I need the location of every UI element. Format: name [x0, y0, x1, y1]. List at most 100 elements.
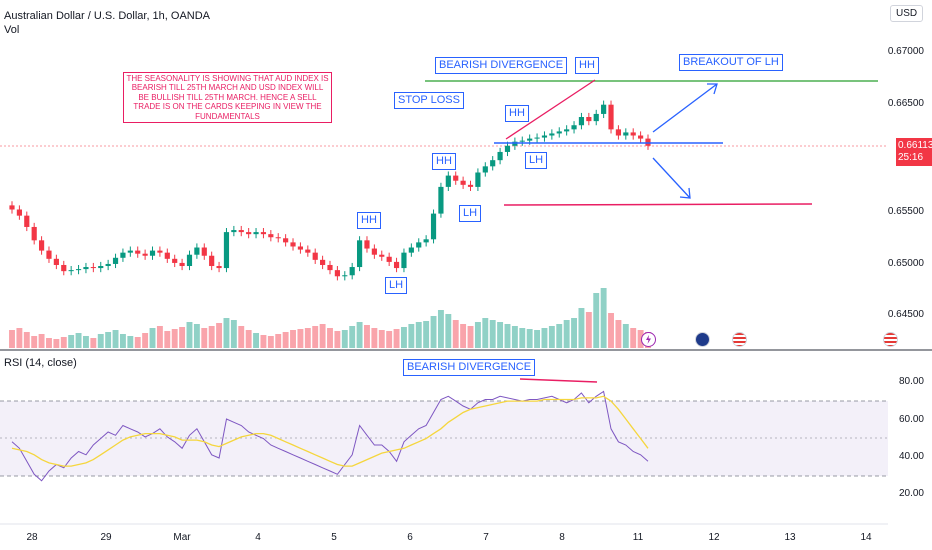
currency-button[interactable]: USD	[890, 5, 924, 22]
candle-body	[305, 249, 311, 253]
candle-body	[334, 270, 340, 277]
annotation-breakout[interactable]: BREAKOUT OF LH	[679, 54, 783, 71]
annotation-bearish-divergence[interactable]: BEARISH DIVERGENCE	[435, 57, 568, 74]
symbol-title[interactable]: Australian Dollar / U.S. Dollar, 1h, OAN…	[4, 10, 211, 22]
rsi-band	[0, 401, 888, 476]
volume-bar	[511, 326, 518, 348]
annotation-hh[interactable]: HH	[357, 212, 381, 229]
annotation-stop-loss[interactable]: STOP LOSS	[394, 92, 464, 109]
down-arrow-head	[679, 187, 691, 199]
up-arrow	[652, 83, 718, 133]
volume-bar	[142, 333, 149, 348]
lightning-event-icon[interactable]	[641, 332, 656, 347]
volume-bar	[9, 330, 15, 348]
us-flag-icon[interactable]	[732, 332, 747, 347]
australia-flag-icon[interactable]	[695, 332, 710, 347]
candle-body	[386, 256, 392, 262]
annotation-hh[interactable]: HH	[505, 105, 529, 122]
candle-body	[541, 135, 548, 138]
candle-body	[135, 250, 141, 254]
candle-body	[297, 246, 304, 250]
candle-body	[571, 125, 577, 130]
volume-bar	[319, 324, 326, 348]
volume-bar	[460, 324, 467, 348]
seasonality-note[interactable]: THE SEASONALITY IS SHOWING THAT AUD INDE…	[123, 72, 332, 124]
candle-body	[320, 259, 326, 265]
lightning-icon	[646, 335, 651, 344]
rsi-tick: 20.00	[898, 488, 924, 499]
volume-bar	[378, 330, 385, 348]
rsi-label[interactable]: RSI (14, close)	[4, 357, 77, 369]
volume-bar	[112, 330, 119, 348]
candle-body	[275, 237, 281, 239]
candle-body	[504, 145, 511, 152]
volume-bar	[134, 337, 141, 348]
volume-bar	[578, 308, 585, 348]
rsi-line	[11, 390, 649, 482]
annotation-lh[interactable]: LH	[385, 277, 408, 294]
candle-body	[238, 230, 244, 233]
candle-body	[401, 252, 407, 269]
candle-body	[83, 267, 89, 270]
volume-bar	[267, 336, 274, 348]
annotation-lh[interactable]: LH	[525, 152, 548, 169]
candle-body	[53, 258, 59, 265]
volume-bar	[430, 316, 437, 348]
time-tick: 14	[860, 532, 872, 543]
time-tick: 4	[255, 532, 261, 543]
candle-body	[16, 209, 22, 216]
candle-body	[201, 247, 207, 256]
candle-layer	[9, 100, 651, 281]
candle-body	[453, 175, 459, 181]
volume-bar	[341, 330, 348, 348]
current-price-value: 0.66113	[898, 140, 932, 151]
candle-body	[356, 240, 363, 268]
annotation-hh-top[interactable]: HH	[575, 57, 599, 74]
candle-body	[645, 138, 651, 146]
candle-body	[231, 230, 237, 233]
volume-bar	[364, 325, 370, 348]
candle-body	[393, 261, 400, 269]
volume-bar	[164, 331, 171, 348]
volume-bar	[186, 322, 193, 348]
candle-body	[342, 275, 348, 277]
volume-bar	[253, 333, 260, 348]
candle-body	[586, 117, 592, 122]
volume-bar	[193, 324, 200, 348]
candle-body	[564, 129, 570, 132]
candle-body	[534, 137, 540, 139]
candle-body	[283, 238, 289, 243]
down-arrow	[652, 157, 691, 199]
candle-body	[112, 257, 119, 264]
candle-body	[475, 172, 481, 187]
annotation-hh[interactable]: HH	[432, 153, 456, 170]
volume-bar	[519, 328, 526, 348]
candle-body	[90, 267, 96, 269]
us-flag-icon[interactable]	[883, 332, 898, 347]
annotation-lh[interactable]: LH	[459, 205, 482, 222]
volume-bar	[38, 334, 45, 348]
time-tick: Mar	[173, 532, 191, 543]
candle-body	[327, 264, 333, 271]
candle-body	[61, 264, 67, 272]
price-tick: 0.65000	[887, 258, 924, 269]
volume-label[interactable]: Vol	[4, 24, 20, 36]
volume-bar	[201, 328, 208, 348]
volume-bar	[423, 321, 430, 348]
volume-bar	[97, 334, 104, 348]
candle-body	[482, 166, 488, 173]
volume-bar	[68, 335, 75, 348]
candle-body	[519, 140, 525, 142]
candle-body	[623, 132, 629, 136]
annotation-rsi-divergence[interactable]: BEARISH DIVERGENCE	[403, 359, 536, 376]
candle-body	[75, 269, 82, 271]
candle-body	[527, 138, 533, 141]
volume-bar	[593, 293, 600, 348]
volume-bar	[534, 330, 541, 348]
candle-body	[556, 131, 562, 134]
candle-body	[209, 255, 215, 267]
time-tick: 29	[100, 532, 112, 543]
volume-bar	[349, 326, 356, 348]
volume-bar	[637, 330, 644, 348]
